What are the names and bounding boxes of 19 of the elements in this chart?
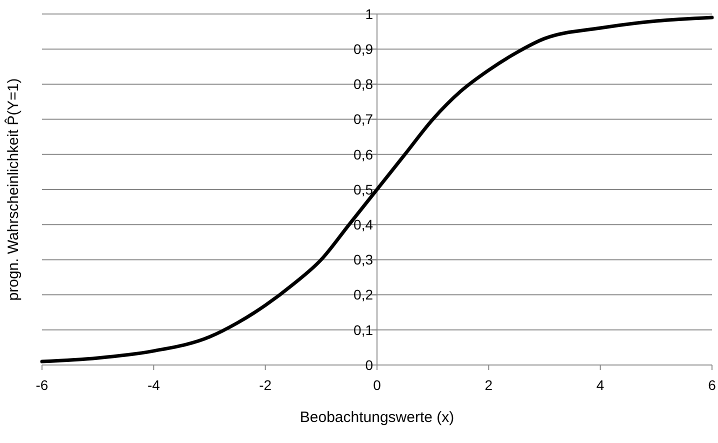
y-tick-label: 0,7 xyxy=(354,111,374,128)
x-tick-label: -6 xyxy=(36,377,48,393)
y-axis-title: progn. Wahrscheinlichkeit P̂(Y=1) xyxy=(4,78,22,301)
x-tick-label: 6 xyxy=(708,377,716,393)
x-axis-title: Beobachtungswerte (x) xyxy=(300,409,454,426)
x-tick-label: -4 xyxy=(147,377,160,393)
x-tick-label: 2 xyxy=(484,377,493,393)
y-tick-label: 0 xyxy=(365,356,374,373)
x-tick-label: -2 xyxy=(259,377,272,393)
y-tick-label: 1 xyxy=(365,6,374,22)
y-tick-label: 0,6 xyxy=(354,146,374,162)
y-tick-label: 0,4 xyxy=(354,216,374,232)
x-tick-label: 4 xyxy=(596,377,604,393)
y-tick-label: 0,2 xyxy=(354,286,374,303)
y-tick-label: 0,5 xyxy=(354,181,374,198)
y-tick-label: 0,3 xyxy=(354,252,374,268)
y-tick-label: 0,9 xyxy=(354,41,374,57)
y-tick-label: 0,1 xyxy=(354,322,374,338)
y-tick-label: 0,8 xyxy=(354,76,374,92)
